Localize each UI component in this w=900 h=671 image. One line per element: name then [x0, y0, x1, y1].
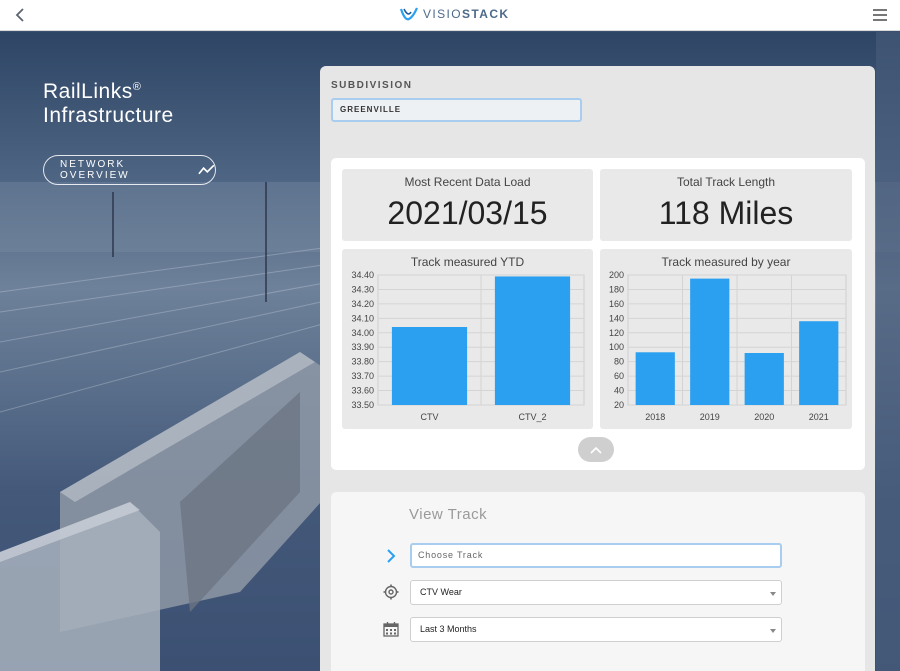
bar — [690, 278, 730, 405]
track-length-value: 118 Miles — [658, 195, 794, 231]
chevron-right-icon — [387, 549, 396, 563]
collapse-button[interactable] — [578, 437, 614, 462]
chevron-left-icon — [15, 8, 24, 22]
x-tick-label: 2018 — [645, 412, 665, 422]
y-tick-label: 33.70 — [351, 371, 374, 381]
y-tick-label: 34.20 — [351, 299, 374, 309]
y-tick-label: 33.90 — [351, 342, 374, 352]
yearly-chart-title: Track measured by year — [661, 255, 791, 269]
view-track-card: View Track Choose Track CTV Wear Last 3 … — [331, 492, 865, 671]
y-tick-label: 33.50 — [351, 400, 374, 410]
y-tick-label: 200 — [609, 270, 624, 280]
y-tick-label: 180 — [609, 284, 624, 294]
x-tick-label: CTV_2 — [518, 412, 546, 422]
data-load-value: 2021/03/15 — [387, 195, 548, 231]
y-tick-label: 34.10 — [351, 313, 374, 323]
subdivision-label: SUBDIVISION — [331, 80, 413, 91]
y-tick-label: 34.30 — [351, 284, 374, 294]
bar — [494, 276, 571, 405]
y-tick-label: 40 — [614, 386, 624, 396]
y-tick-label: 140 — [609, 313, 624, 323]
calendar-icon — [383, 622, 399, 637]
track-length-tile: Total Track Length 118 Miles — [600, 169, 852, 241]
dropdown-caret-icon — [770, 629, 776, 633]
ytd-chart-title: Track measured YTD — [410, 255, 525, 269]
data-load-tile: Most Recent Data Load 2021/03/15 — [342, 169, 593, 241]
y-tick-label: 60 — [614, 371, 624, 381]
stats-card: Most Recent Data Load 2021/03/15 Total T… — [331, 158, 865, 470]
bar — [744, 353, 784, 405]
chevron-up-icon — [590, 446, 602, 454]
y-tick-label: 120 — [609, 328, 624, 338]
period-select[interactable]: Last 3 Months — [410, 617, 782, 642]
data-load-label: Most Recent Data Load — [404, 175, 531, 189]
bar — [391, 327, 468, 405]
view-track-title: View Track — [409, 506, 488, 523]
track-length-label: Total Track Length — [676, 175, 776, 189]
metric-select[interactable]: CTV Wear — [410, 580, 782, 605]
x-tick-label: 2019 — [700, 412, 720, 422]
trend-line-icon — [198, 164, 215, 175]
y-tick-label: 160 — [609, 299, 624, 309]
y-tick-label: 34.40 — [351, 270, 374, 280]
x-tick-label: 2020 — [754, 412, 774, 422]
bar — [635, 352, 675, 405]
app-title: RailLinks® Infrastructure — [43, 80, 174, 127]
dropdown-caret-icon — [770, 592, 776, 596]
yearly-chart-tile: Track measured by year 20 40 60 80 100 120 140… — [600, 249, 852, 429]
y-tick-label: 34.00 — [351, 328, 374, 338]
choose-track-input[interactable]: Choose Track — [410, 543, 782, 568]
hamburger-menu-icon[interactable] — [873, 9, 887, 21]
gear-icon — [383, 584, 399, 600]
network-overview-button[interactable]: NETWORK OVERVIEW — [43, 155, 216, 185]
ytd-chart-tile: Track measured YTD 33.50 33.60 33.70 33.80 3… — [342, 249, 593, 429]
period-select-value: Last 3 Months — [420, 624, 477, 634]
brand-name: VISIOSTACK — [423, 7, 510, 21]
back-button[interactable] — [12, 6, 30, 24]
y-tick-label: 33.80 — [351, 357, 374, 367]
network-overview-label: NETWORK OVERVIEW — [60, 159, 130, 181]
y-tick-label: 100 — [609, 342, 624, 352]
x-tick-label: CTV — [421, 412, 439, 422]
y-tick-label: 80 — [614, 357, 624, 367]
y-tick-label: 20 — [614, 400, 624, 410]
top-bar: VISIOSTACK — [0, 0, 900, 31]
brand-logo: VISIOSTACK — [400, 7, 509, 21]
bar — [799, 321, 839, 405]
metric-select-value: CTV Wear — [420, 587, 462, 597]
main-panel: SUBDIVISION GREENVILLE Most Recent Data … — [320, 66, 875, 671]
ytd-bar-chart: 33.50 33.60 33.70 33.80 33.90 34.00 34.10 34.20… — [351, 270, 585, 422]
y-tick-label: 33.60 — [351, 386, 374, 396]
visiostack-logo-icon — [400, 7, 418, 21]
subdivision-field[interactable]: GREENVILLE — [331, 98, 582, 122]
x-tick-label: 2021 — [809, 412, 829, 422]
yearly-bar-chart: 20 40 60 80 100 120 140 160 180 200 2018 2019 2020 20… — [609, 270, 847, 422]
